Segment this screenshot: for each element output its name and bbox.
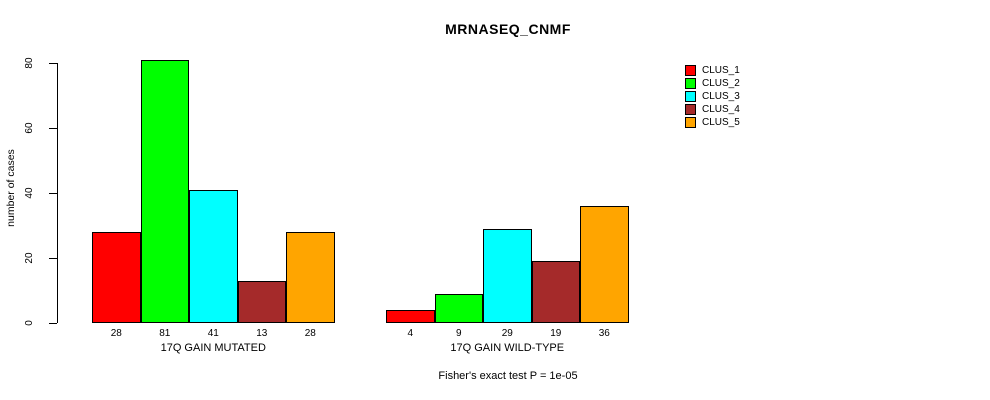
legend-label: CLUS_4	[702, 104, 740, 116]
y-axis-tick	[49, 127, 57, 129]
legend-swatch-clus_4	[685, 104, 696, 116]
bar-value-label: 41	[207, 328, 219, 339]
legend-swatch-clus_3	[685, 91, 696, 103]
bar-value-label: 9	[455, 328, 462, 339]
group-label: 17Q GAIN MUTATED	[160, 342, 266, 354]
bar-clus_1	[386, 310, 435, 323]
bar-clus_5	[286, 232, 335, 323]
annotation-fisher-test: Fisher's exact test P = 1e-05	[438, 370, 578, 382]
bar-clus_2	[140, 59, 189, 323]
bar-clus_4	[237, 280, 286, 323]
bar-clus_4	[531, 261, 580, 323]
y-axis-tick-label: 60	[24, 122, 35, 134]
group-label: 17Q GAIN WILD-TYPE	[450, 342, 565, 354]
y-axis-tick-label: 0	[24, 320, 35, 326]
bar-value-label: 29	[501, 328, 513, 339]
y-axis-tick	[49, 192, 57, 194]
bar-value-label: 13	[256, 328, 268, 339]
bar-clus_2	[434, 293, 483, 323]
chart-title: MRNASEQ_CNMF	[445, 21, 571, 37]
bar-clus_3	[189, 189, 238, 323]
bar-clus_3	[483, 228, 532, 323]
y-axis-tick	[49, 322, 57, 324]
bar-value-label: 4	[407, 328, 414, 339]
legend-swatch-clus_2	[685, 78, 696, 90]
bar-value-label: 28	[110, 328, 122, 339]
bar-value-label: 19	[550, 328, 562, 339]
y-axis-line	[57, 63, 58, 323]
legend-label: CLUS_2	[702, 78, 740, 90]
bar-value-label: 28	[304, 328, 316, 339]
legend-label: CLUS_1	[702, 65, 740, 76]
y-axis-tick-label: 20	[24, 252, 35, 264]
y-axis-tick	[49, 257, 57, 259]
legend-label: CLUS_5	[702, 117, 740, 129]
y-axis-tick	[49, 62, 57, 64]
y-axis-tick-label: 80	[24, 57, 35, 69]
legend-label: CLUS_3	[702, 91, 740, 103]
bar-clus_5	[580, 206, 629, 323]
legend-swatch-clus_5	[685, 117, 696, 129]
y-axis-tick-label: 40	[24, 187, 35, 199]
bar-clus_1	[92, 232, 141, 323]
legend-swatch-clus_1	[685, 65, 696, 76]
bar-value-label: 36	[598, 328, 610, 339]
y-axis-label: number of cases	[5, 149, 17, 227]
bar-value-label: 81	[159, 328, 171, 339]
